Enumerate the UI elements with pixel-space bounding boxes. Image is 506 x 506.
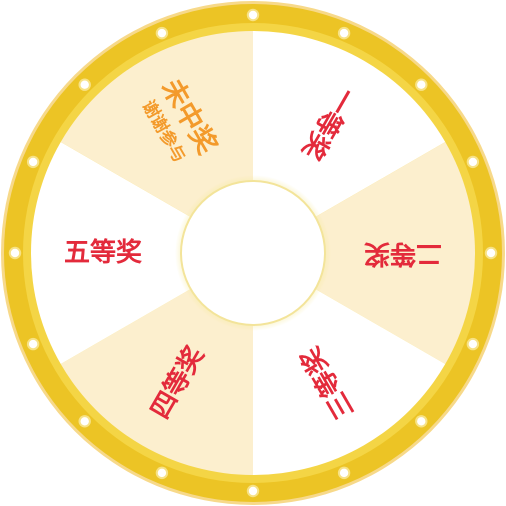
rim-bulb: [248, 486, 258, 496]
rim-bulb: [28, 339, 38, 349]
rim-bulb: [157, 468, 167, 478]
rim-bulb: [157, 28, 167, 38]
wheel-segment: [30, 142, 253, 364]
segment-prize-name: 二等奖: [363, 238, 442, 269]
rim-bulb: [28, 157, 38, 167]
rim-bulbs: [8, 8, 498, 498]
segment-prize-name: 五等奖: [64, 237, 143, 268]
rim-bulb: [339, 468, 349, 478]
segment-label: 五等奖: [64, 237, 143, 268]
rim-bulb: [80, 80, 89, 89]
rim-bulb: [248, 10, 258, 20]
spin-hub-button[interactable]: [180, 180, 326, 326]
rim-bulb: [468, 339, 478, 349]
segment-label: 二等奖: [363, 238, 442, 269]
rim-bulb: [417, 80, 426, 89]
rim-bulb: [468, 157, 478, 167]
rim-bulb: [486, 248, 496, 258]
rim-bulb: [10, 248, 20, 258]
rim-bulb: [339, 28, 349, 38]
rim-bulb: [417, 417, 426, 426]
wheel-segment: [253, 142, 475, 364]
wheel-hub[interactable]: [175, 175, 331, 331]
rim-bulb: [80, 417, 89, 426]
